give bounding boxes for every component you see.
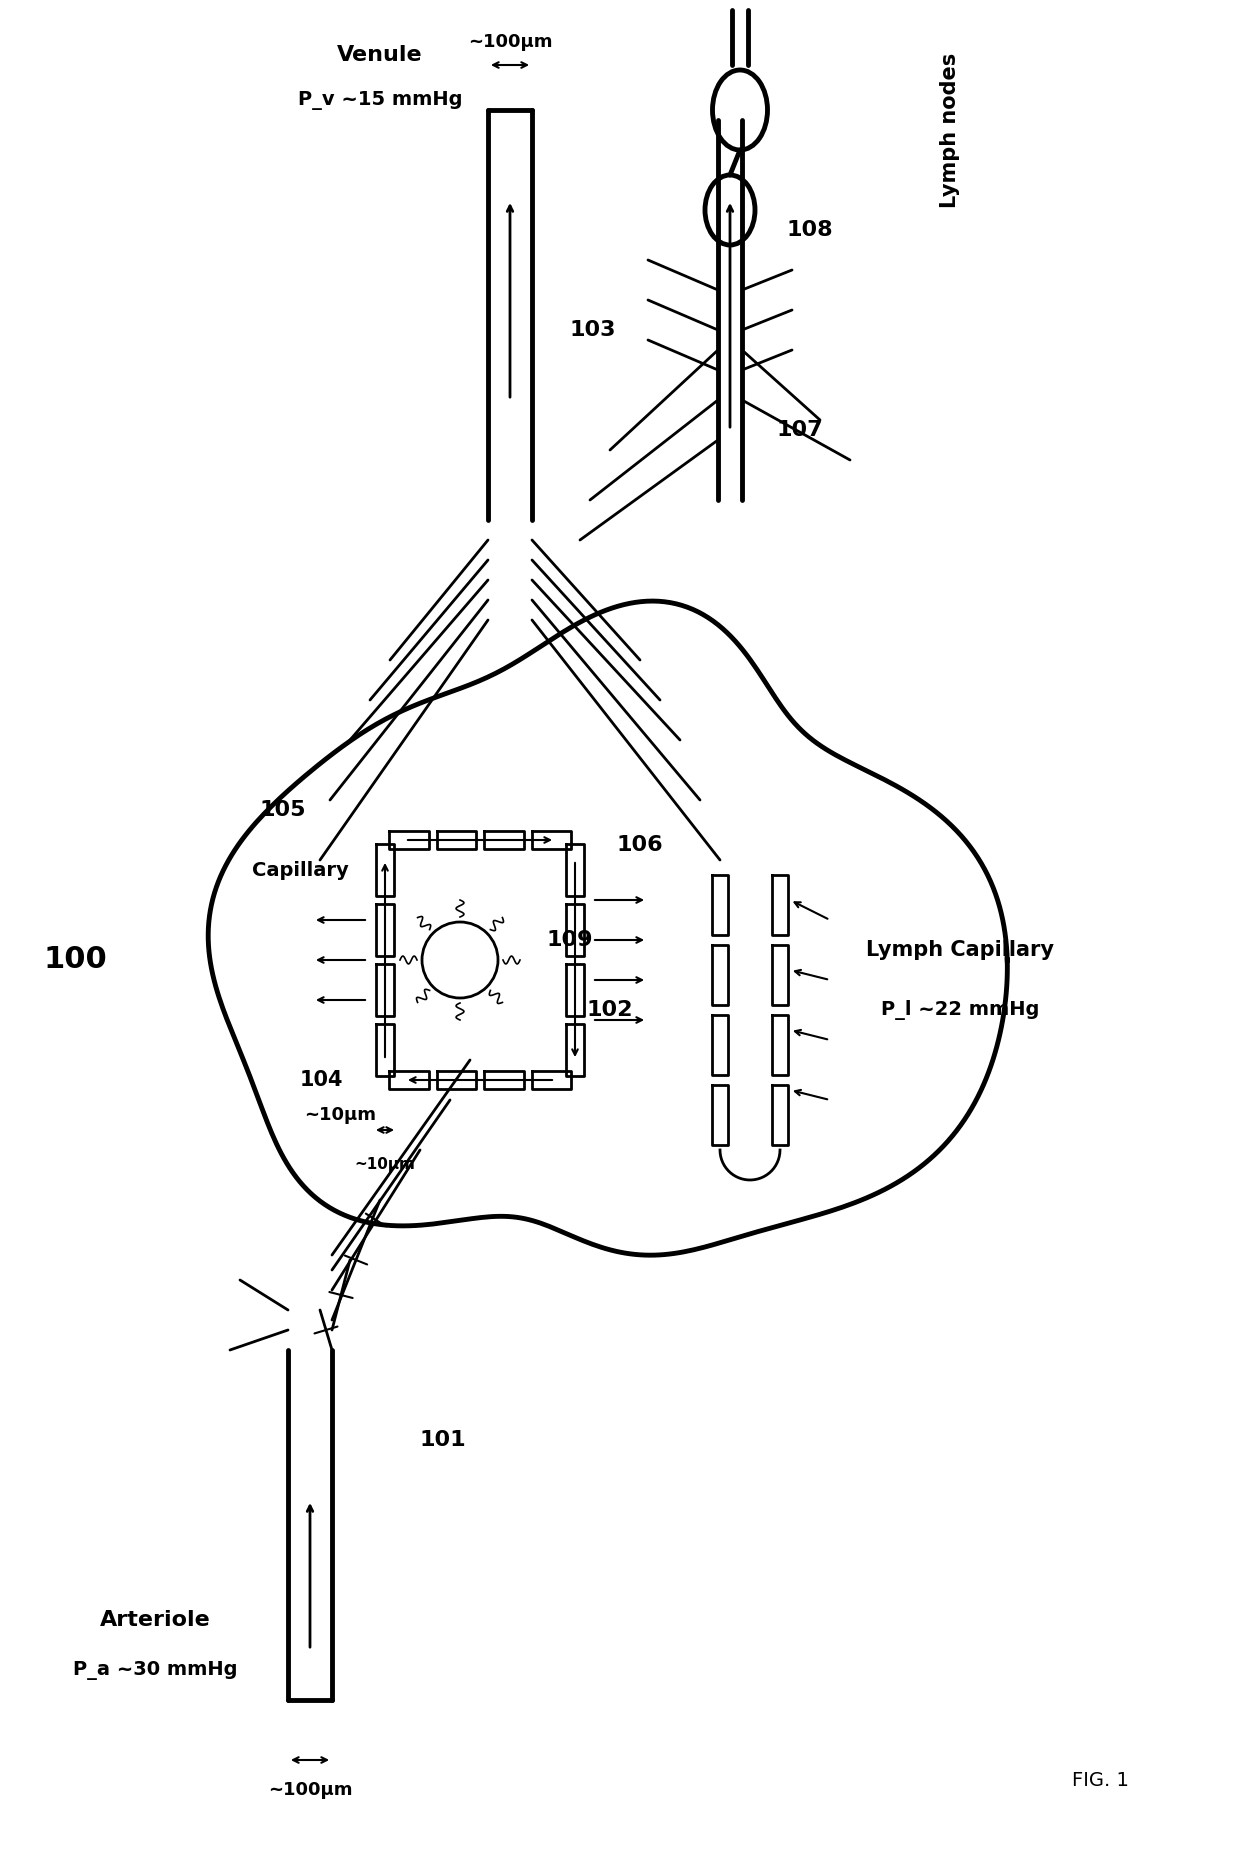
Text: 104: 104 bbox=[300, 1071, 343, 1089]
Text: P_v ~15 mmHg: P_v ~15 mmHg bbox=[298, 90, 463, 109]
Text: 102: 102 bbox=[587, 999, 634, 1020]
Text: 107: 107 bbox=[776, 420, 823, 441]
Text: 100: 100 bbox=[43, 945, 107, 975]
Text: 108: 108 bbox=[786, 219, 833, 240]
Text: Venule: Venule bbox=[337, 45, 423, 66]
Text: 103: 103 bbox=[570, 321, 616, 339]
Text: Arteriole: Arteriole bbox=[99, 1611, 211, 1629]
Text: 105: 105 bbox=[260, 801, 306, 819]
Text: 109: 109 bbox=[547, 930, 593, 951]
Text: ~10μm: ~10μm bbox=[355, 1157, 415, 1172]
Text: Lymph nodes: Lymph nodes bbox=[940, 52, 960, 208]
Text: P_a ~30 mmHg: P_a ~30 mmHg bbox=[73, 1661, 237, 1680]
Text: FIG. 1: FIG. 1 bbox=[1071, 1770, 1128, 1789]
Text: ~10μm: ~10μm bbox=[304, 1106, 376, 1123]
Text: 106: 106 bbox=[616, 834, 663, 855]
Text: 101: 101 bbox=[420, 1431, 466, 1449]
Text: Capillary: Capillary bbox=[252, 861, 348, 879]
Text: ~100μm: ~100μm bbox=[268, 1781, 352, 1798]
Text: P_l ~22 mmHg: P_l ~22 mmHg bbox=[880, 999, 1039, 1020]
Text: Lymph Capillary: Lymph Capillary bbox=[866, 939, 1054, 960]
Text: ~100μm: ~100μm bbox=[467, 34, 552, 51]
